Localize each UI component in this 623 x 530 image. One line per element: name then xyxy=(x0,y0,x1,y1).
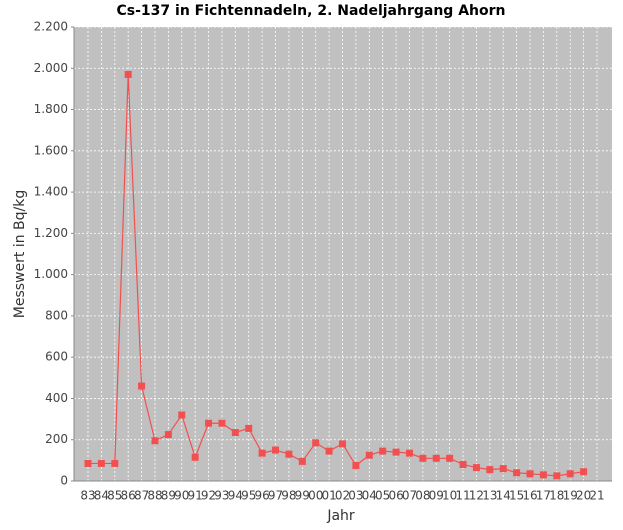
y-tick-label: 1.000 xyxy=(34,267,68,281)
x-tick-label: 84 xyxy=(94,489,109,503)
x-tick-label: 13 xyxy=(482,489,497,503)
x-tick-label: 01 xyxy=(321,489,336,503)
x-tick-label: 10 xyxy=(442,489,457,503)
x-tick-label: 95 xyxy=(241,489,256,503)
data-point xyxy=(272,446,280,454)
x-tick-label: 87 xyxy=(134,489,149,503)
data-point xyxy=(218,419,226,427)
y-tick-label: 800 xyxy=(45,308,68,322)
x-tick-label: 85 xyxy=(107,489,122,503)
x-tick-label: 09 xyxy=(429,489,444,503)
data-point xyxy=(526,470,534,478)
x-tick-label: 88 xyxy=(147,489,162,503)
data-point xyxy=(365,451,373,459)
y-tick-label: 1.800 xyxy=(34,102,68,116)
data-point xyxy=(205,419,213,427)
x-tick-label: 12 xyxy=(469,489,484,503)
data-point xyxy=(84,459,92,467)
data-point xyxy=(164,431,172,439)
data-point xyxy=(231,429,239,437)
data-point xyxy=(553,472,561,480)
x-axis-label: Jahr xyxy=(326,508,355,524)
x-tick-label: 00 xyxy=(308,489,323,503)
x-tick-label: 05 xyxy=(375,489,390,503)
x-tick-label: 21 xyxy=(589,489,604,503)
x-tick-label: 16 xyxy=(522,489,537,503)
data-point xyxy=(111,459,119,467)
data-point xyxy=(392,448,400,456)
data-point xyxy=(405,449,413,457)
x-tick-label: 02 xyxy=(335,489,350,503)
data-point xyxy=(539,471,547,479)
y-tick-label: 1.400 xyxy=(34,185,68,199)
y-axis-label: Messwert in Bq/kg xyxy=(12,190,28,318)
x-tick-label: 91 xyxy=(188,489,203,503)
x-tick-label: 03 xyxy=(348,489,363,503)
data-point xyxy=(446,454,454,462)
x-tick-label: 93 xyxy=(214,489,229,503)
data-point xyxy=(379,447,387,455)
data-point xyxy=(419,454,427,462)
data-point xyxy=(178,411,186,419)
y-tick-label: 2.000 xyxy=(34,61,68,75)
x-tick-label: 18 xyxy=(549,489,564,503)
data-point xyxy=(285,450,293,458)
x-tick-label: 96 xyxy=(254,489,269,503)
x-tick-label: 19 xyxy=(563,489,578,503)
y-tick-label: 1.200 xyxy=(34,226,68,240)
data-point xyxy=(191,453,199,461)
data-point xyxy=(138,382,146,390)
x-tick-label: 14 xyxy=(496,489,511,503)
data-point xyxy=(566,470,574,478)
x-tick-label: 06 xyxy=(388,489,403,503)
data-point xyxy=(325,447,333,455)
x-tick-label: 90 xyxy=(174,489,189,503)
data-point xyxy=(459,460,467,468)
y-tick-label: 0 xyxy=(60,474,68,488)
x-tick-label: 97 xyxy=(268,489,283,503)
x-tick-label: 94 xyxy=(228,489,243,503)
y-tick-label: 600 xyxy=(45,350,68,364)
x-tick-label: 17 xyxy=(536,489,551,503)
data-point xyxy=(339,440,346,448)
data-point xyxy=(124,70,132,78)
x-tick-label: 92 xyxy=(201,489,216,503)
x-tick-label: 07 xyxy=(402,489,417,503)
y-tick-label: 200 xyxy=(45,432,68,446)
x-tick-label: 15 xyxy=(509,489,524,503)
data-point xyxy=(486,466,494,474)
data-point xyxy=(352,462,360,470)
data-point xyxy=(513,469,521,477)
data-point xyxy=(432,454,440,462)
x-tick-label: 11 xyxy=(455,489,470,503)
chart-title: Cs-137 in Fichtennadeln, 2. Nadeljahrgan… xyxy=(117,3,506,19)
y-tick-label: 1.600 xyxy=(34,143,68,157)
data-point xyxy=(245,424,253,432)
data-point xyxy=(499,465,507,473)
data-point xyxy=(298,457,306,465)
data-point xyxy=(580,468,588,476)
x-tick-label: 89 xyxy=(161,489,176,503)
data-point xyxy=(258,449,266,457)
data-point xyxy=(151,437,159,445)
data-point xyxy=(97,459,105,467)
data-point xyxy=(472,464,480,472)
x-tick-label: 98 xyxy=(281,489,296,503)
x-tick-label: 08 xyxy=(415,489,430,503)
x-tick-label: 86 xyxy=(121,489,136,503)
data-point xyxy=(312,439,320,447)
x-tick-label: 99 xyxy=(295,489,310,503)
plot-area xyxy=(74,27,612,481)
y-tick-label: 400 xyxy=(45,391,68,405)
x-tick-label: 20 xyxy=(576,489,591,503)
x-tick-label: 04 xyxy=(362,489,377,503)
x-tick-label: 83 xyxy=(80,489,95,503)
y-tick-label: 2.200 xyxy=(34,20,68,34)
